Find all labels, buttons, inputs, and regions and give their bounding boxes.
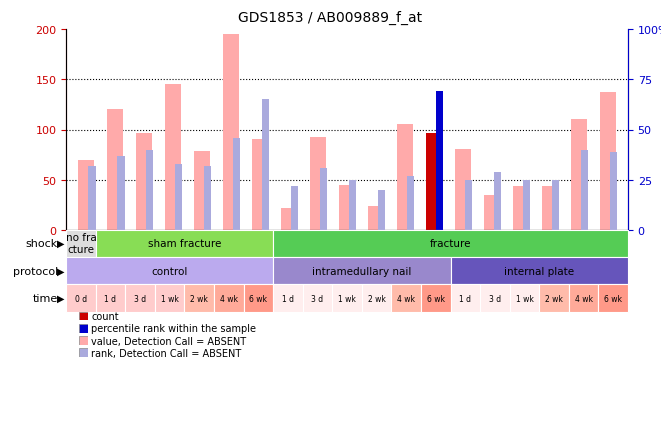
Bar [89,166,96,230]
Bar [310,137,326,230]
Bar [320,168,327,230]
Bar [204,166,212,230]
Bar [332,285,362,312]
Bar [291,186,298,230]
Bar [136,133,152,230]
Bar [253,139,268,230]
Text: intramedullary nail: intramedullary nail [312,266,412,276]
Text: count: count [91,312,119,322]
Bar [165,85,181,230]
Bar [273,285,303,312]
Bar [510,285,539,312]
Bar [349,180,356,230]
Text: 1 d: 1 d [459,294,471,303]
Bar [233,138,241,230]
Text: 1 d: 1 d [282,294,294,303]
Bar [79,160,95,230]
Bar [281,208,297,230]
Text: 4 wk: 4 wk [574,294,593,303]
Text: 1 wk: 1 wk [338,294,356,303]
Text: GDS1853 / AB009889_f_at: GDS1853 / AB009889_f_at [239,11,422,25]
Bar [609,152,617,230]
Text: control: control [151,266,188,276]
Bar [451,257,628,285]
Bar [66,230,96,257]
Text: 3 d: 3 d [489,294,501,303]
Bar [194,151,210,230]
Bar [421,285,451,312]
Text: ▶: ▶ [57,266,64,276]
Text: 1 wk: 1 wk [161,294,178,303]
Bar [569,285,598,312]
Bar [66,257,273,285]
Text: value, Detection Call = ABSENT: value, Detection Call = ABSENT [91,336,247,346]
Text: time: time [33,293,58,303]
Bar [455,149,471,230]
Bar [66,285,96,312]
Text: protocol: protocol [13,266,58,276]
Text: 6 wk: 6 wk [604,294,622,303]
Text: sham fracture: sham fracture [147,239,221,249]
Bar [484,195,500,230]
Text: 4 wk: 4 wk [219,294,238,303]
Text: 0 d: 0 d [75,294,87,303]
Bar [243,285,273,312]
Text: 3 d: 3 d [134,294,146,303]
Bar [542,186,558,230]
Bar [598,285,628,312]
Text: 1 wk: 1 wk [516,294,533,303]
Text: 6 wk: 6 wk [249,294,267,303]
Text: fracture: fracture [430,239,471,249]
Bar [552,180,559,230]
Bar [436,92,443,230]
Bar [339,185,355,230]
Bar [107,110,124,230]
Bar [155,285,184,312]
Bar [580,150,588,230]
Bar [426,133,442,230]
Text: 4 wk: 4 wk [397,294,415,303]
Text: 1 d: 1 d [104,294,116,303]
Bar [96,230,273,257]
Bar [397,125,413,230]
Bar [480,285,510,312]
Bar [117,156,124,230]
Bar [513,186,529,230]
Bar [273,230,628,257]
Bar [175,164,182,230]
Text: 2 wk: 2 wk [368,294,385,303]
Bar [465,180,472,230]
Bar [214,285,243,312]
Bar [378,190,385,230]
Bar [125,285,155,312]
Text: 3 d: 3 d [311,294,323,303]
Bar [184,285,214,312]
Bar [96,285,125,312]
Bar [451,285,480,312]
Bar [262,100,269,230]
Text: ▶: ▶ [57,293,64,303]
Text: 2 wk: 2 wk [545,294,563,303]
Bar [600,93,615,230]
Bar [146,150,153,230]
Bar [273,257,451,285]
Text: shock: shock [26,239,58,249]
Bar [523,180,530,230]
Bar [368,206,384,230]
Bar [362,285,391,312]
Text: percentile rank within the sample: percentile rank within the sample [91,324,256,334]
Bar [407,176,414,230]
Bar [539,285,569,312]
Text: rank, Detection Call = ABSENT: rank, Detection Call = ABSENT [91,348,241,358]
Bar [303,285,332,312]
Text: 6 wk: 6 wk [427,294,445,303]
Text: internal plate: internal plate [504,266,574,276]
Text: ▶: ▶ [57,239,64,249]
Bar [570,120,587,230]
Text: 2 wk: 2 wk [190,294,208,303]
Bar [223,35,239,230]
Text: no fra
cture: no fra cture [65,233,97,254]
Bar [494,172,501,230]
Bar [391,285,421,312]
